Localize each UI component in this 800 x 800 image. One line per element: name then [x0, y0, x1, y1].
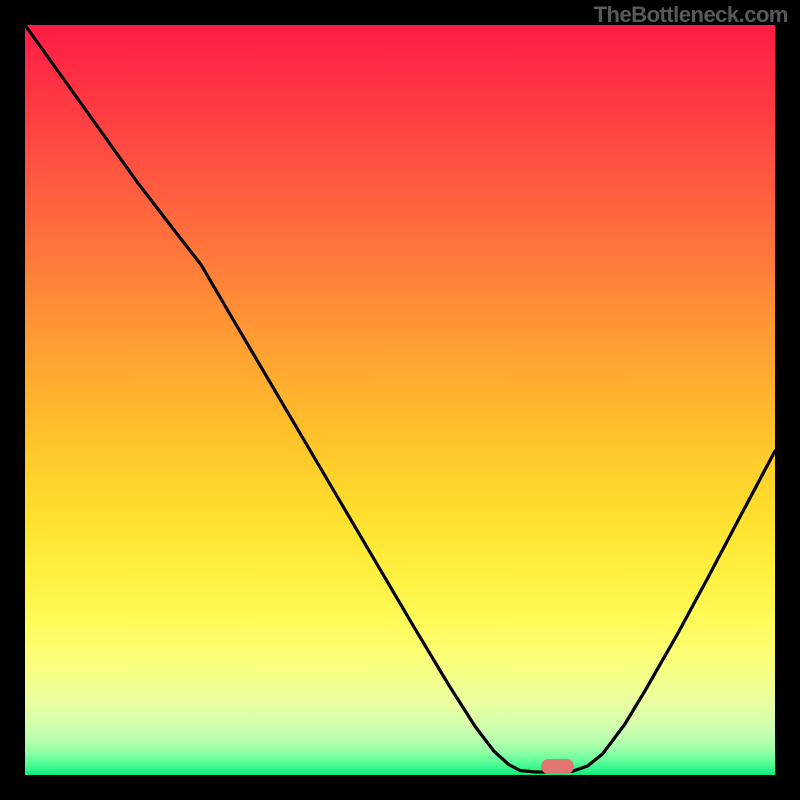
- optimum-marker: [541, 759, 575, 774]
- bottleneck-curve: [25, 25, 775, 775]
- watermark-text: TheBottleneck.com: [594, 2, 788, 28]
- plot-frame: [25, 25, 775, 775]
- curve-path: [25, 25, 775, 772]
- chart-canvas: TheBottleneck.com: [0, 0, 800, 800]
